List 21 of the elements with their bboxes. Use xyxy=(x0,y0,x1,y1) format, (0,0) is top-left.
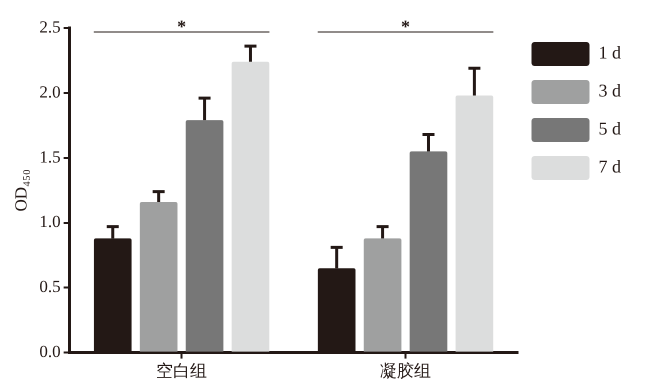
annotation: * xyxy=(401,16,410,37)
annotation: * xyxy=(177,16,186,37)
bar xyxy=(232,62,270,352)
legend-label: 1 d xyxy=(598,42,621,63)
y-tick-label: 2.0 xyxy=(39,82,61,102)
legend-label: 5 d xyxy=(598,118,621,139)
bar xyxy=(364,238,402,352)
y-tick-label: 0.5 xyxy=(39,277,61,296)
legend-label: 3 d xyxy=(598,80,621,101)
bar xyxy=(410,151,448,352)
y-tick-label: 1.5 xyxy=(39,147,61,166)
y-axis-title: OD₄₅₀ xyxy=(12,169,31,212)
bar xyxy=(140,202,178,352)
y-tick-label: 1.0 xyxy=(39,212,61,232)
bar xyxy=(186,120,224,352)
x-tick-label: 凝胶组 xyxy=(380,361,432,380)
y-tick-label: 0.0 xyxy=(39,342,61,362)
x-tick-label: 空白组 xyxy=(156,361,208,380)
legend-label: 7 d xyxy=(598,156,621,177)
bar xyxy=(456,96,494,352)
y-tick-label: 2.5 xyxy=(39,17,61,36)
